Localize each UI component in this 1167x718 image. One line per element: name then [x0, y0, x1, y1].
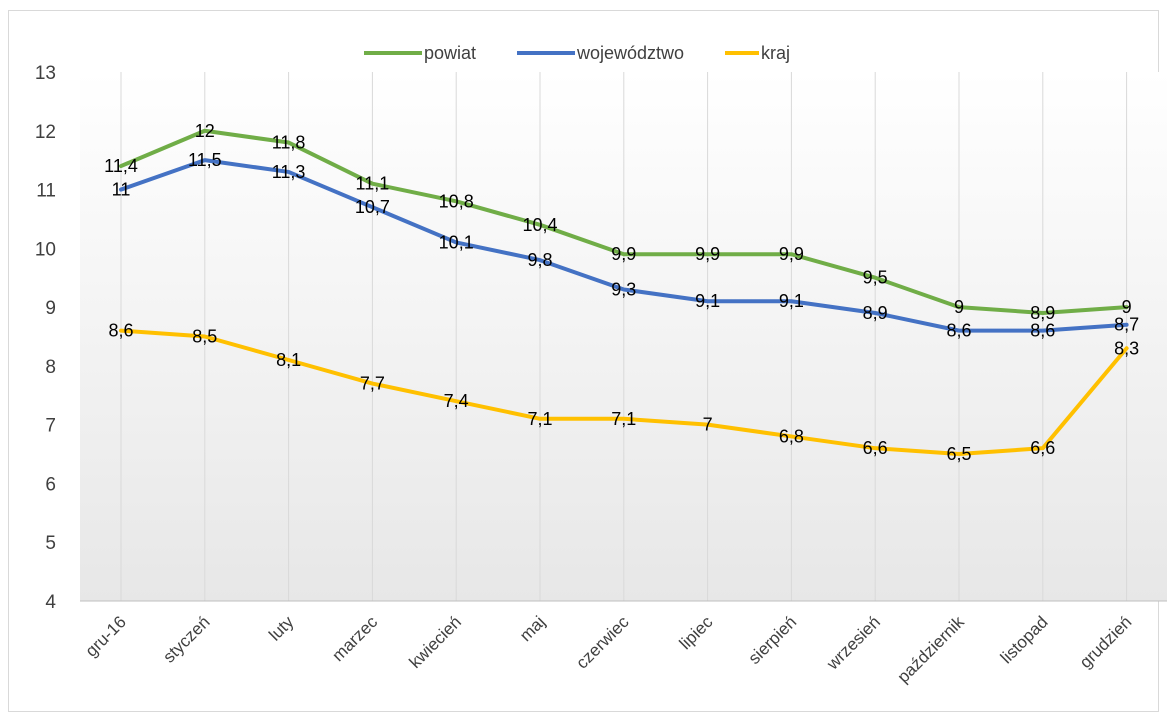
series-line-powiat	[119, 128, 1129, 315]
data-label: 8,6	[108, 321, 133, 341]
x-tick-label: listopad	[997, 612, 1052, 667]
data-label: 9,5	[863, 268, 888, 288]
data-label: 9,1	[695, 291, 720, 311]
x-tick-label: czerwiec	[572, 612, 633, 673]
data-label: 11,5	[188, 150, 222, 170]
x-axis: gru-16 styczeń luty marzec kwiecień maj czerwi…	[80, 600, 1167, 687]
series-line-kraj	[119, 328, 1129, 457]
legend-label: powiat	[424, 43, 476, 63]
x-tick-label: lipiec	[676, 612, 717, 653]
y-tick-label: 11	[36, 181, 56, 202]
data-label: 10,4	[522, 215, 557, 235]
series-line-wojewodztwo	[119, 158, 1129, 333]
data-label: 9,9	[695, 244, 720, 264]
y-axis: 4 5 6 7 8 9 10 11 12 13	[35, 63, 57, 613]
x-tick-label: gru-16	[82, 612, 130, 660]
y-tick-label: 12	[35, 122, 56, 143]
data-label: 11,1	[356, 174, 390, 194]
data-label: 10,8	[439, 191, 474, 211]
y-tick-label: 8	[45, 357, 56, 378]
legend-label: kraj	[761, 43, 790, 63]
data-label: 11,8	[272, 133, 306, 153]
data-label: 10,7	[355, 197, 390, 217]
data-label: 7	[703, 415, 713, 435]
data-label: 6,6	[863, 438, 888, 458]
data-label: 11,4	[104, 156, 138, 176]
x-tick-label: marzec	[328, 612, 381, 665]
x-tick-label: sierpień	[745, 612, 801, 668]
data-labels: 11,4 12 11,8 11,1 10,8 10,4 9,9 9,9 9,9 9,5 9 8,9 9 1…	[104, 121, 1139, 464]
data-label: 8,5	[192, 327, 217, 347]
data-label: 8,6	[1030, 321, 1055, 341]
data-label: 8,9	[1030, 303, 1055, 323]
data-label: 7,7	[360, 374, 385, 394]
data-label: 8,9	[863, 303, 888, 323]
y-tick-label: 9	[45, 298, 56, 319]
data-label: 7,4	[444, 391, 469, 411]
legend-label: województwo	[576, 43, 684, 63]
x-tick-label: grudzień	[1076, 612, 1136, 672]
data-label: 8,1	[276, 350, 301, 370]
x-tick-label: luty	[265, 612, 297, 644]
data-label: 9,8	[527, 250, 552, 270]
x-tick-label: maj	[516, 612, 549, 645]
data-label: 6,8	[779, 426, 804, 446]
data-label: 9,3	[611, 279, 636, 299]
data-label: 9	[954, 297, 964, 317]
x-tick-label: styczeń	[159, 612, 213, 666]
data-label: 8,6	[946, 321, 971, 341]
y-tick-label: 7	[45, 416, 56, 437]
data-label: 12	[195, 121, 215, 141]
y-tick-label: 10	[35, 239, 56, 260]
data-label: 7,1	[527, 409, 552, 429]
series-lines	[119, 128, 1129, 457]
x-tick-label: październik	[894, 612, 969, 687]
x-tick-label: wrzesień	[822, 612, 884, 674]
data-label: 11,3	[272, 162, 306, 182]
data-label: 9	[1122, 297, 1132, 317]
data-label: 9,1	[779, 291, 804, 311]
x-tick-label: kwiecień	[405, 612, 465, 672]
y-tick-label: 4	[45, 592, 56, 613]
data-label: 11	[112, 180, 131, 200]
y-tick-label: 6	[45, 474, 56, 495]
data-label: 9,9	[611, 244, 636, 264]
y-tick-label: 5	[45, 533, 56, 554]
data-label: 10,1	[439, 232, 474, 252]
data-label: 6,5	[946, 444, 971, 464]
legend: powiat województwo kraj	[364, 43, 790, 63]
y-tick-label: 13	[35, 63, 56, 84]
data-label: 6,6	[1030, 438, 1055, 458]
data-label: 8,3	[1114, 338, 1139, 358]
data-label: 7,1	[611, 409, 636, 429]
data-label: 8,7	[1114, 315, 1139, 335]
gridlines	[120, 72, 1128, 601]
data-label: 9,9	[779, 244, 804, 264]
